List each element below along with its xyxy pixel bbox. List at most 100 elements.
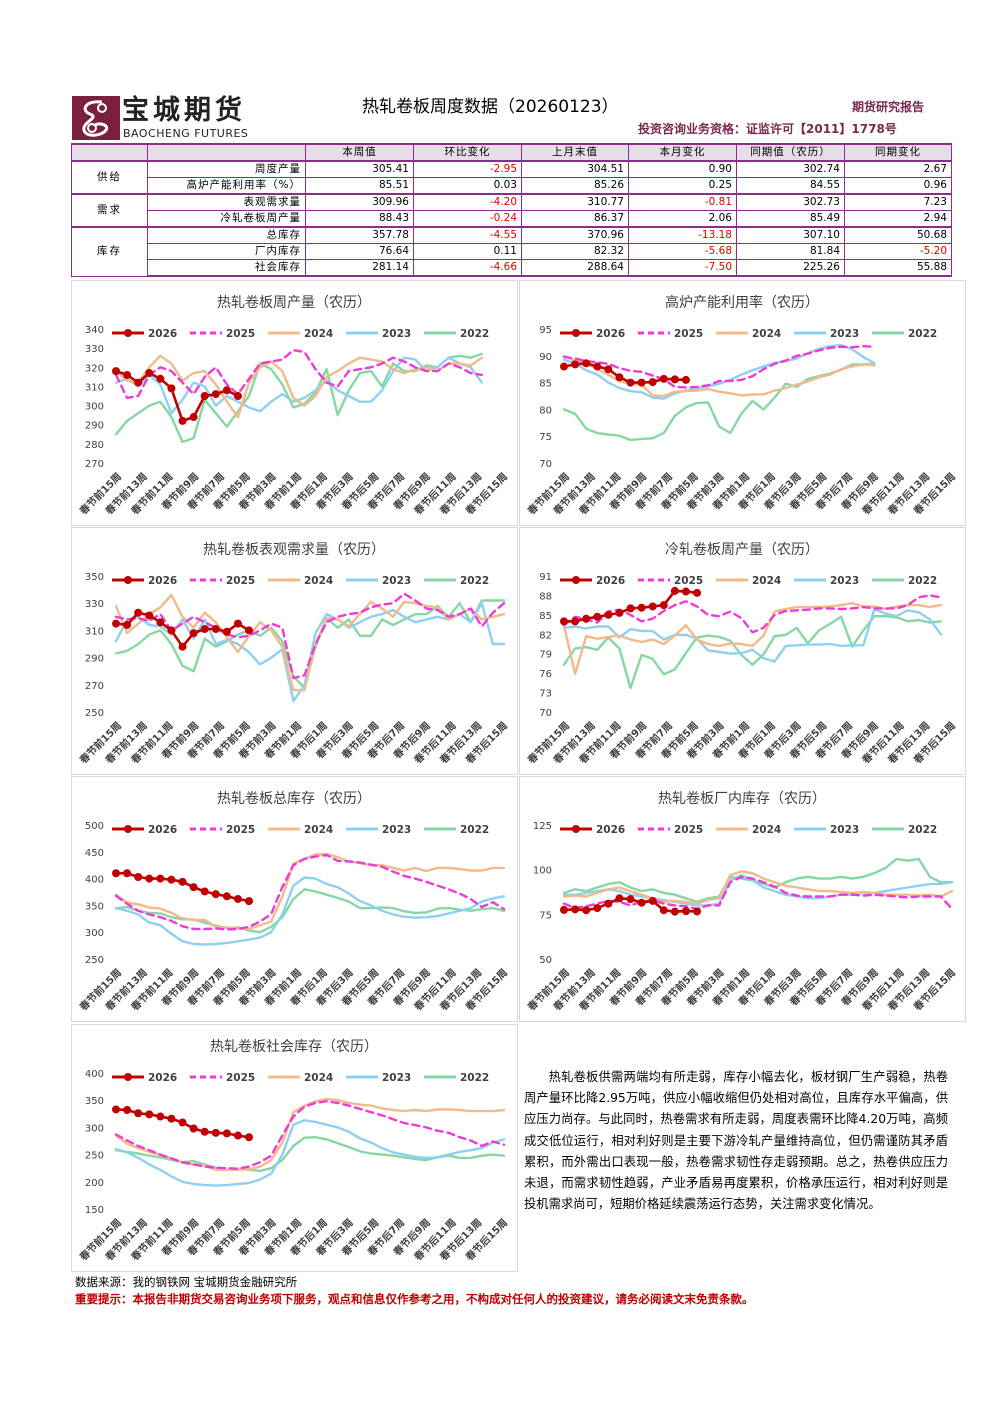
data-point-2026 [582, 614, 591, 623]
document-title: 热轧卷板周度数据（20260123） [362, 97, 619, 117]
series-line-2025 [114, 1100, 506, 1170]
value-cell: 0.96 [844, 177, 952, 195]
data-point-2026 [681, 375, 690, 384]
header-cell [147, 143, 306, 162]
y-tick-label: 70 [539, 708, 552, 719]
legend-label-2026: 2026 [148, 1072, 177, 1084]
header-cell: 本月变化 [628, 143, 737, 162]
bf-utilization-chart: 高炉产能利用率（农历） 2026 2025 2024 2023 2022 70 75 80 85 9… [525, 294, 958, 517]
y-tick-label: 300 [85, 402, 104, 413]
data-point-2026 [123, 620, 132, 629]
data-point-2026 [670, 586, 679, 595]
legend-label-2024: 2024 [752, 328, 781, 340]
legend-label-2023: 2023 [830, 824, 859, 836]
data-point-2026 [604, 365, 613, 374]
data-point-2026 [211, 625, 220, 634]
data-point-2026 [167, 875, 176, 884]
value-cell: 76.64 [305, 243, 414, 260]
data-point-2026 [245, 626, 254, 635]
value-cell: 310.77 [521, 193, 629, 211]
value-cell: -4.20 [413, 193, 522, 211]
company-logo-icon [72, 96, 120, 140]
data-point-2026 [222, 1129, 231, 1138]
data-point-2026 [593, 612, 602, 621]
data-point-2026 [189, 1124, 198, 1133]
data-point-2026 [604, 899, 613, 908]
legend-label-2025: 2025 [226, 328, 255, 340]
header-cell: 同期变化 [844, 143, 952, 162]
social-inventory-chart: 热轧卷板社会库存（农历） 2026 2025 2024 2023 2022 150 200 25… [77, 1039, 510, 1263]
legend-marker-2026 [124, 825, 132, 833]
table-row: 高炉产能利用率（%） 85.51 0.03 85.26 0.25 84.55 0… [72, 177, 952, 195]
legend-marker-2026 [124, 576, 132, 584]
value-cell: -5.68 [628, 243, 737, 260]
data-point-2026 [211, 890, 220, 899]
legend-marker-2026 [124, 1073, 132, 1081]
y-tick-label: 80 [539, 405, 552, 416]
series-line-2023 [562, 607, 943, 663]
group-label: 需求 [71, 193, 148, 228]
y-tick-label: 150 [85, 1205, 104, 1216]
value-cell: 2.06 [628, 210, 737, 228]
data-point-2026 [112, 619, 120, 628]
data-point-2026 [134, 1109, 143, 1118]
y-tick-label: 125 [533, 821, 552, 832]
report-type-label: 期货研究报告 [852, 100, 925, 114]
header-cell: 上月末值 [521, 143, 629, 162]
series-line-2024 [114, 852, 506, 931]
data-point-2026 [233, 894, 242, 903]
y-tick-label: 290 [85, 421, 104, 432]
data-point-2026 [233, 1131, 242, 1140]
row-label: 厂内库存 [147, 243, 306, 260]
chart-panel-weekly-output: 热轧卷板周产量（农历） 2026 2025 2024 2023 2022 270 280 290… [71, 280, 518, 526]
chart-title: 冷轧卷板周产量（农历） [665, 542, 819, 558]
series-line-2025 [114, 592, 506, 680]
series-line-2023 [114, 1119, 506, 1187]
y-tick-label: 400 [85, 875, 104, 886]
value-cell: 305.41 [305, 160, 414, 178]
data-point-2026 [145, 874, 154, 883]
legend-label-2026: 2026 [148, 328, 177, 340]
value-cell: -2.95 [413, 160, 522, 178]
value-cell: 0.03 [413, 177, 522, 195]
value-cell: 85.26 [521, 177, 629, 195]
data-point-2026 [156, 618, 165, 627]
data-point-2026 [123, 370, 132, 379]
data-point-2026 [222, 892, 231, 901]
value-cell: 281.14 [305, 259, 414, 277]
data-point-2026 [637, 898, 646, 907]
value-cell: 2.67 [844, 160, 952, 178]
legend-marker-2026 [572, 576, 580, 584]
series-line-2025 [562, 344, 876, 389]
table-row: 社会库存 281.14 -4.66 288.64 -7.50 225.26 55… [72, 259, 952, 277]
data-point-2026 [167, 384, 176, 393]
series-line-2023 [114, 876, 506, 946]
legend-label-2023: 2023 [830, 575, 859, 587]
data-point-2026 [560, 362, 568, 371]
y-tick-label: 75 [539, 432, 552, 443]
value-cell: 84.55 [736, 177, 845, 195]
data-point-2026 [112, 367, 120, 376]
value-cell: -13.18 [628, 226, 737, 244]
table-row: 冷轧卷板周产量 88.43 -0.24 86.37 2.06 85.49 2.9… [72, 210, 952, 228]
y-tick-label: 250 [85, 708, 104, 719]
value-cell: 81.84 [736, 243, 845, 260]
y-tick-label: 330 [85, 344, 104, 355]
apparent-demand-chart: 热轧卷板表观需求量（农历） 2026 2025 2024 2023 2022 250 270 2… [77, 542, 510, 766]
y-tick-label: 310 [85, 382, 104, 393]
value-cell: 7.23 [844, 193, 952, 211]
legend-label-2026: 2026 [596, 824, 625, 836]
market-summary: 热轧卷板供需两端均有所走弱，库存小幅去化，板材钢厂生产弱稳，热卷周产量环比降2.… [524, 1067, 948, 1215]
data-point-2026 [582, 359, 591, 368]
y-tick-label: 91 [539, 572, 552, 583]
data-point-2026 [178, 416, 187, 425]
data-point-2026 [112, 1105, 120, 1114]
data-point-2026 [615, 373, 624, 382]
data-point-2026 [189, 883, 198, 892]
y-tick-label: 340 [85, 325, 104, 336]
value-cell: -0.24 [413, 210, 522, 228]
data-point-2026 [626, 895, 635, 904]
data-point-2026 [637, 378, 646, 387]
value-cell: 88.43 [305, 210, 414, 228]
row-label: 周度产量 [147, 160, 306, 178]
